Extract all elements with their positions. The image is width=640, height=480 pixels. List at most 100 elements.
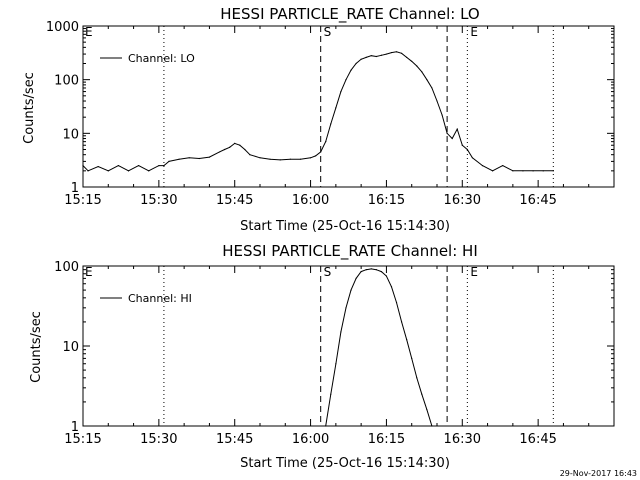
data-point: [542, 170, 544, 172]
data-point: [375, 55, 377, 58]
corner-labels: S EE: [85, 265, 478, 279]
y-tick-label: 10: [62, 340, 79, 355]
data-point: [350, 69, 352, 71]
corner-marker-label: E: [85, 265, 93, 279]
data-point: [335, 107, 337, 109]
data-point: [309, 157, 312, 159]
data-point: [375, 269, 377, 271]
data-point: [335, 363, 337, 365]
data-point: [340, 331, 342, 333]
data-point: [512, 170, 514, 172]
y-tick-label: 1000: [46, 20, 79, 35]
data-point: [461, 144, 463, 146]
data-point: [502, 165, 504, 167]
plot-marks: [82, 265, 615, 427]
data-point: [289, 158, 291, 160]
data-point: [259, 157, 261, 159]
data-point: [426, 409, 428, 411]
data-point: [87, 170, 89, 172]
data-point: [481, 165, 484, 167]
data-point: [269, 158, 271, 160]
data-point: [315, 155, 317, 157]
data-point: [406, 56, 408, 58]
data-point: [552, 170, 554, 172]
event-marker-label: E: [470, 25, 478, 39]
data-point: [188, 157, 190, 159]
x-tick-label: 16:00: [292, 432, 329, 447]
plot-marks: [82, 25, 615, 188]
data-point: [395, 51, 398, 53]
data-point: [365, 269, 367, 271]
data-point: [431, 425, 433, 427]
x-tick-label: 15:45: [216, 432, 253, 447]
data-point: [117, 165, 119, 167]
y-tick-label: 10: [62, 127, 79, 142]
data-point: [158, 165, 160, 167]
data-point: [299, 158, 302, 160]
x-tick-label: 15:45: [216, 193, 253, 208]
data-point: [330, 123, 332, 125]
data-point: [436, 100, 438, 102]
y-axis-label: Counts/sec: [22, 72, 37, 144]
data-point: [330, 393, 332, 395]
chart-title: HESSI PARTICLE_RATE Channel: LO: [220, 5, 479, 24]
corner-labels: S EE: [85, 25, 478, 39]
data-point: [279, 159, 281, 161]
data-point: [492, 170, 494, 172]
x-tick-label: 15:15: [64, 432, 101, 447]
x-tick-labels: 15:15 15:30 15:45 16:00 16:15 16:30 16:45: [64, 193, 557, 208]
data-point: [355, 62, 357, 65]
data-point: [107, 170, 109, 172]
y-tick-labels: 1 10 100: [54, 260, 79, 435]
data-point: [441, 114, 443, 116]
data-point: [431, 87, 433, 89]
data-point: [168, 160, 170, 162]
data-point: [360, 58, 362, 60]
x-tick-label: 16:30: [444, 193, 481, 208]
data-point: [138, 165, 140, 167]
data-point: [380, 54, 382, 56]
data-point: [421, 393, 423, 395]
data-point: [148, 170, 150, 172]
data-point: [178, 158, 180, 160]
data-point: [218, 151, 221, 153]
data-point: [208, 156, 211, 158]
series-line: [82, 51, 554, 172]
data-point: [82, 165, 84, 167]
x-tick-label: 16:15: [368, 432, 405, 447]
x-tick-label: 16:30: [444, 432, 481, 447]
data-point: [466, 148, 468, 151]
data-point: [401, 52, 403, 54]
data-point: [385, 53, 388, 55]
data-point: [416, 377, 418, 379]
data-point: [456, 128, 458, 130]
data-point: [390, 286, 393, 288]
x-tick-label: 16:45: [519, 432, 556, 447]
data-point: [390, 51, 393, 54]
data-point: [411, 357, 413, 359]
data-point: [451, 137, 453, 140]
data-point: [365, 56, 367, 58]
series-line: [325, 268, 433, 427]
data-point: [355, 277, 357, 279]
data-point: [320, 151, 322, 153]
data-point: [340, 90, 342, 93]
y-tick-label: 1: [71, 181, 79, 196]
data-point: [370, 268, 372, 270]
data-point: [198, 157, 200, 160]
data-point: [350, 289, 352, 291]
x-tick-label: 16:15: [368, 193, 405, 208]
legend-label: Channel: HI: [128, 292, 192, 305]
y-tick-label: 100: [54, 260, 79, 275]
data-point: [401, 321, 403, 323]
y-tick-label: 1: [71, 420, 79, 435]
plot-frame: [82, 25, 615, 188]
y-axis-label: Counts/sec: [29, 311, 44, 383]
event-marker-label: S: [324, 25, 332, 39]
x-axis-label: Start Time (25-Oct-16 15:14:30): [240, 456, 450, 471]
data-point: [426, 79, 428, 81]
data-point: [416, 65, 418, 67]
data-point: [532, 170, 534, 172]
event-marker-label: S: [324, 265, 332, 279]
